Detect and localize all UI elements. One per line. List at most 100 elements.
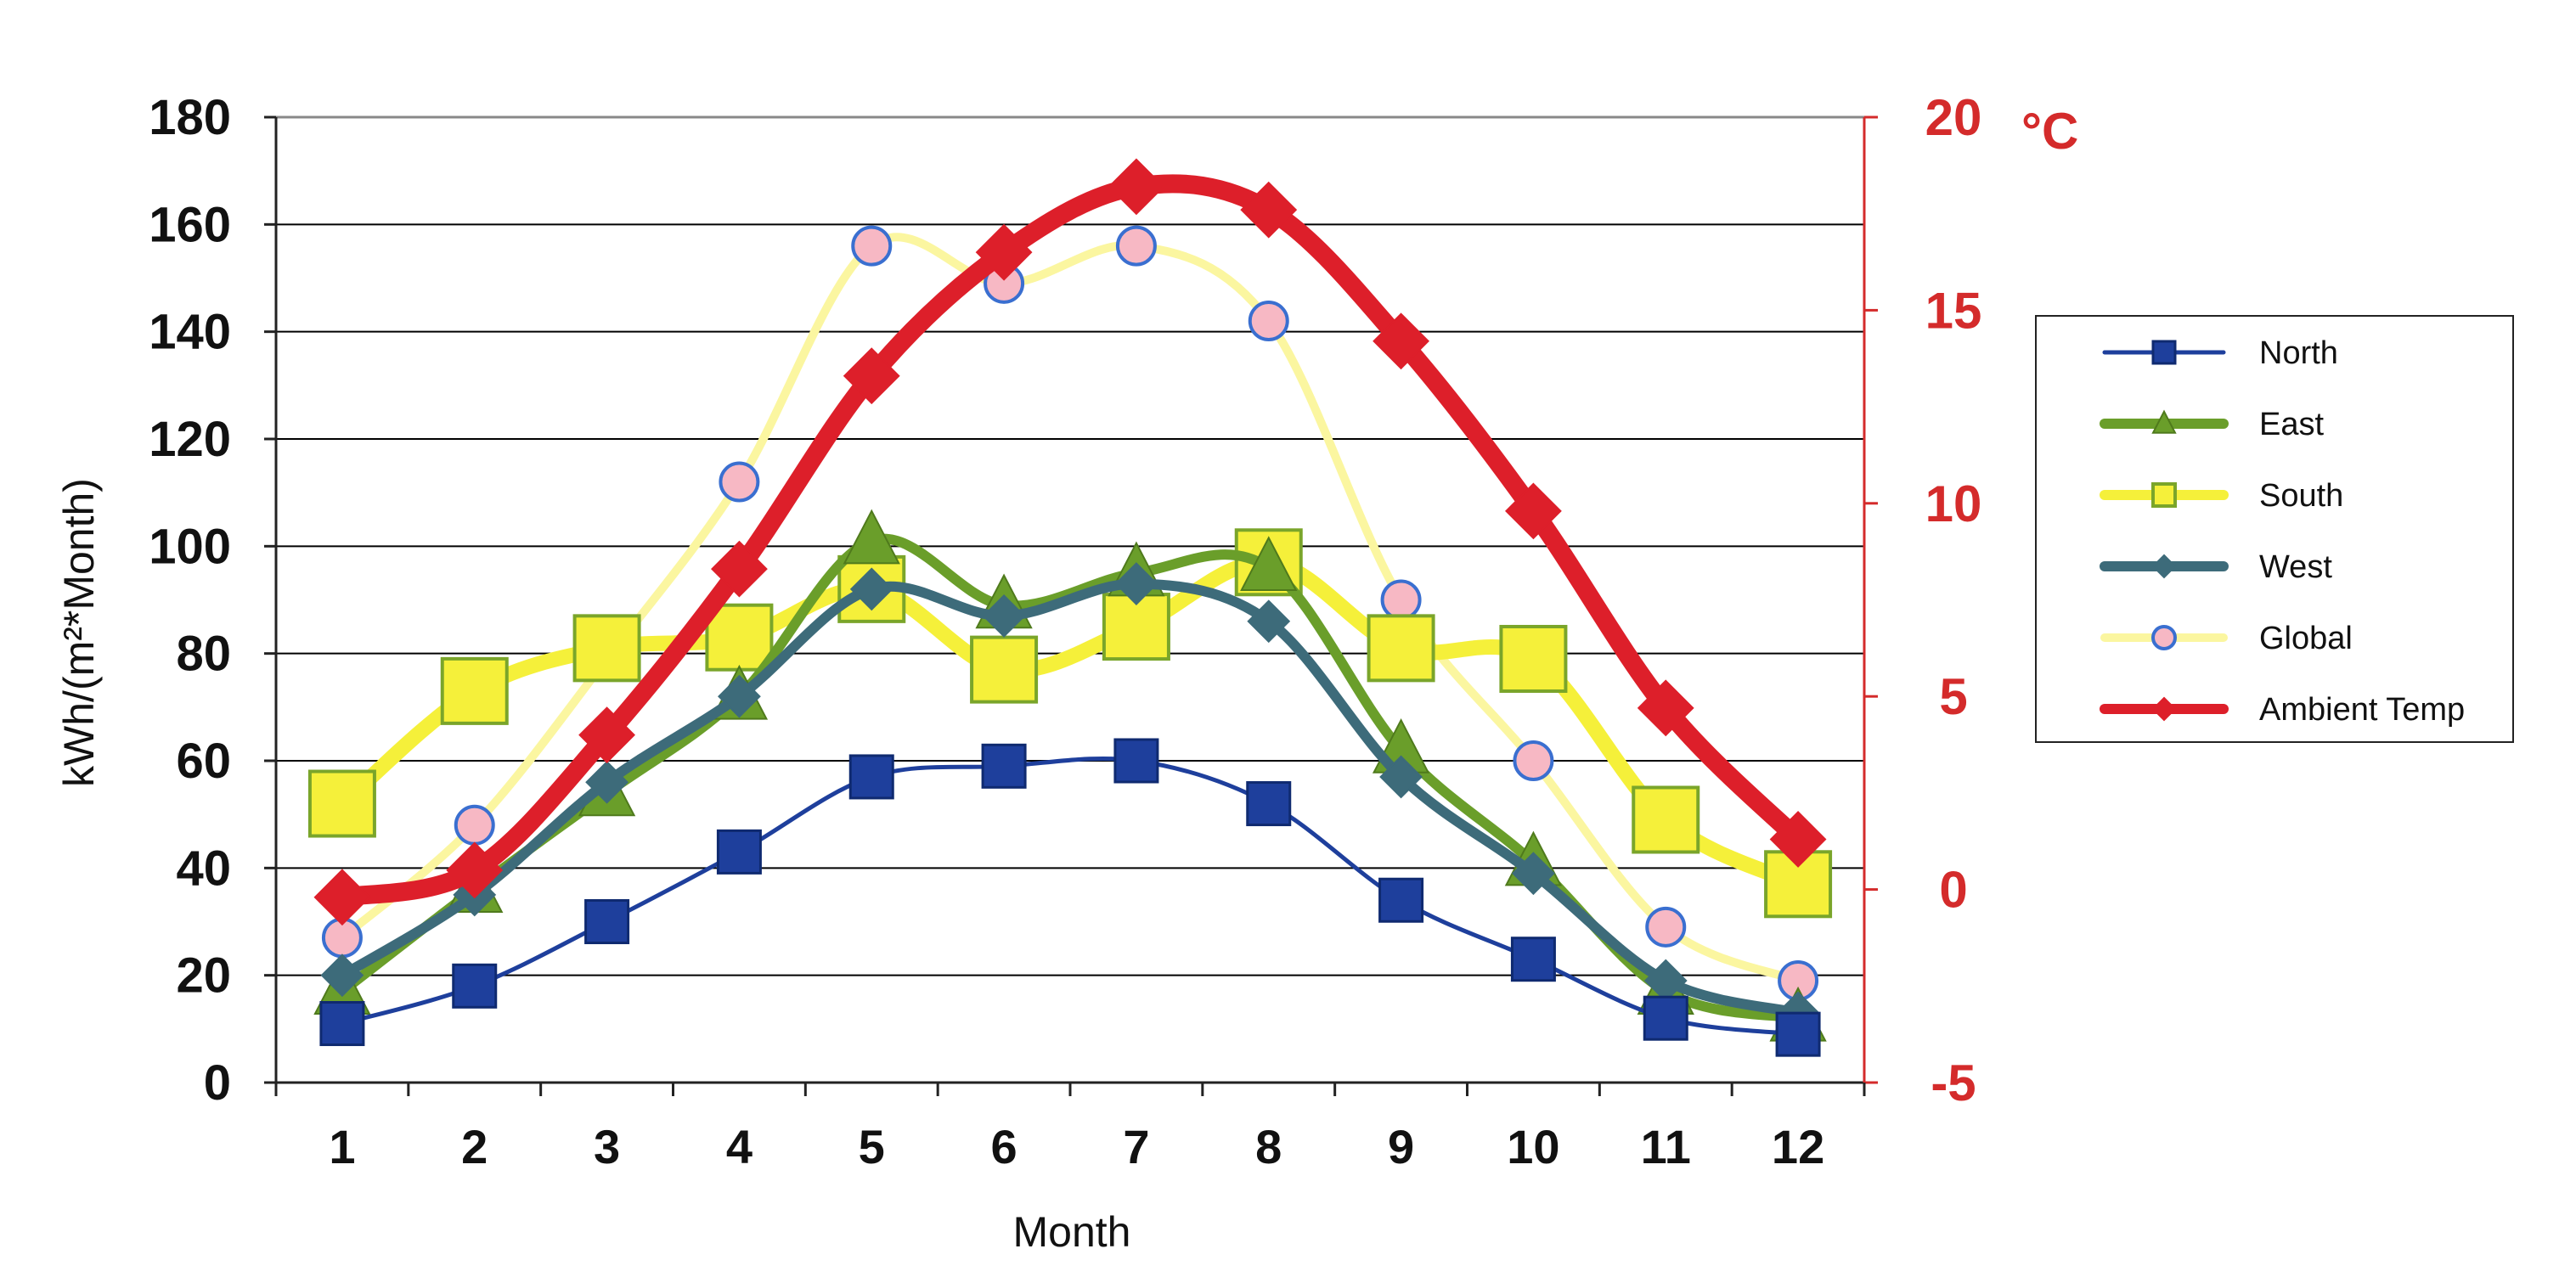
x-tick-label: 12 [1772, 1120, 1824, 1173]
data-point-south [1499, 624, 1568, 693]
data-point-south [572, 614, 641, 683]
legend-label: South [2259, 478, 2343, 514]
data-point-west [1379, 755, 1423, 799]
legend-item-north: North [2102, 335, 2338, 371]
data-point-global [1115, 225, 1157, 267]
legend-item-global: Global [2100, 621, 2353, 656]
data-point-global [454, 804, 495, 846]
data-point-west [1512, 852, 1555, 896]
data-point-south [1367, 614, 1435, 683]
y2-tick-label: 0 [1939, 862, 1967, 919]
data-point-north [848, 754, 894, 800]
data-point-north [319, 1001, 365, 1047]
data-point-west [849, 567, 893, 611]
legend-marker [2151, 554, 2177, 579]
labels-layer: Month kWh/(m²*Month) °C 0204060801001201… [55, 89, 2078, 1256]
data-point-ambient-temp [1769, 811, 1827, 868]
y-tick-label: 140 [149, 305, 231, 360]
data-point-ambient-temp [1108, 158, 1165, 216]
data-point-global [1645, 906, 1687, 948]
series-north [319, 738, 1821, 1057]
x-tick-label: 9 [1388, 1120, 1414, 1173]
data-point-global [1248, 301, 1289, 342]
data-point-north [1775, 1011, 1821, 1057]
data-point-ambient-temp [1637, 679, 1694, 737]
data-point-south [970, 635, 1039, 704]
legend-label: Global [2259, 621, 2353, 656]
data-point-north [1510, 937, 1556, 982]
legend: North East South West Global Ambient Temp [2035, 315, 2514, 743]
data-point-north [584, 899, 630, 944]
data-point-west [1114, 562, 1158, 605]
data-point-ambient-temp [711, 540, 768, 598]
data-point-north [452, 963, 498, 1009]
axes-layer [264, 115, 1878, 1096]
data-point-west [585, 760, 628, 804]
y-tick-label: 160 [149, 197, 231, 252]
data-point-ambient-temp [1373, 312, 1429, 370]
data-point-ambient-temp [578, 706, 635, 764]
x-tick-label: 10 [1507, 1120, 1559, 1173]
data-point-west [1247, 599, 1291, 644]
data-point-north [1113, 738, 1159, 784]
data-point-global [719, 461, 760, 503]
data-point-north [1643, 995, 1688, 1041]
data-point-west [718, 674, 761, 718]
data-point-east [1240, 536, 1298, 591]
data-point-ambient-temp [313, 869, 371, 926]
data-point-ambient-temp [843, 347, 900, 405]
data-point-west [320, 954, 364, 998]
data-point-ambient-temp [1505, 482, 1562, 540]
data-point-east [843, 509, 900, 565]
legend-item-ambient-temp: Ambient Temp [2100, 692, 2465, 728]
legend-label: North [2259, 335, 2338, 371]
legend-marker [2151, 625, 2177, 650]
data-point-ambient-temp [446, 841, 504, 899]
legend-label: Ambient Temp [2259, 692, 2465, 728]
legend-item-east: East [2100, 407, 2324, 442]
legend-item-south: South [2100, 478, 2343, 514]
data-point-global [851, 225, 893, 267]
y2-tick-label: 5 [1939, 668, 1967, 725]
y-tick-label: 120 [149, 412, 231, 467]
x-tick-label: 7 [1123, 1120, 1149, 1173]
y-tick-label: 60 [176, 734, 231, 789]
x-tick-label: 6 [991, 1120, 1017, 1173]
y-tick-label: 20 [176, 948, 231, 1004]
series-ambient-temp [313, 158, 1827, 926]
y-tick-label: 0 [204, 1055, 231, 1111]
legend-marker [2151, 482, 2177, 508]
data-point-north [981, 743, 1027, 789]
x-tick-label: 5 [859, 1120, 885, 1173]
data-point-north [1246, 781, 1292, 827]
data-point-north [716, 829, 762, 875]
y-axis-title: kWh/(m²*Month) [55, 478, 103, 787]
data-point-global [1380, 579, 1422, 621]
x-tick-label: 3 [594, 1120, 620, 1173]
legend-item-west: West [2100, 549, 2332, 585]
legend-marker [2151, 409, 2177, 434]
legend-label: East [2259, 407, 2324, 442]
legend-marker [2151, 340, 2177, 365]
data-point-west [982, 594, 1026, 638]
y2-tick-label: 15 [1925, 282, 1982, 339]
y-tick-label: 100 [149, 519, 231, 574]
data-point-north [1378, 877, 1424, 923]
x-tick-label: 4 [726, 1120, 753, 1173]
y2-tick-label: 20 [1925, 89, 1982, 146]
series-line-ambient-temp [332, 174, 1808, 907]
series-line-global [337, 233, 1803, 985]
y-tick-label: 180 [149, 90, 231, 145]
data-point-south [1632, 785, 1700, 854]
data-point-global [1513, 740, 1554, 781]
x-axis-title: Month [1013, 1208, 1131, 1256]
legend-box [2035, 315, 2514, 743]
x-tick-label: 8 [1255, 1120, 1282, 1173]
y-tick-label: 40 [176, 841, 231, 896]
x-tick-label: 11 [1641, 1120, 1691, 1173]
data-point-south [307, 769, 376, 838]
legend-label: West [2259, 549, 2332, 585]
legend-marker [2151, 696, 2177, 722]
data-point-ambient-temp [1240, 181, 1298, 239]
